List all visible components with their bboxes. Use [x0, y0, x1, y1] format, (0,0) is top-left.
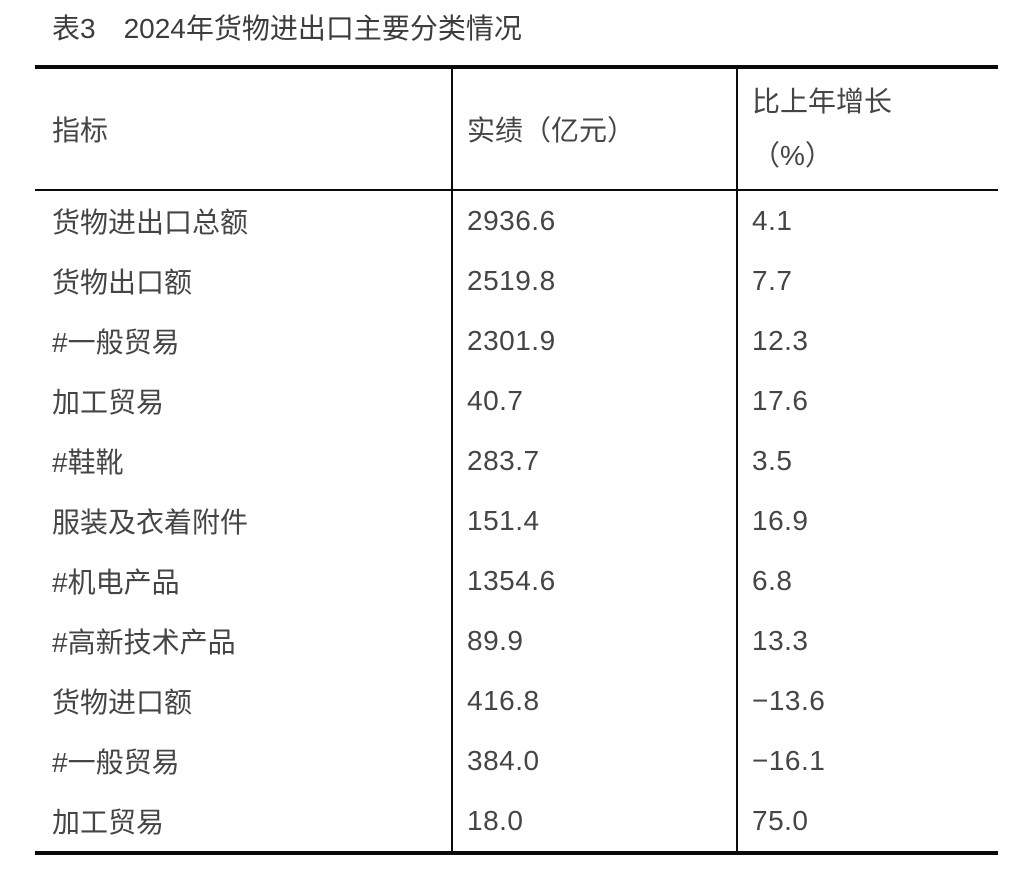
table-row: #一般贸易 384.0 −16.1: [35, 731, 998, 791]
value-cell: 283.7: [452, 431, 738, 491]
growth-cell: 4.1: [752, 205, 793, 236]
indicator-cell: 加工贸易: [35, 791, 453, 853]
indicator-cell: #鞋靴: [35, 431, 453, 491]
indicator-cell: #高新技术产品: [35, 611, 453, 671]
value-cell: 18.0: [452, 791, 738, 853]
growth-cell: 75.0: [752, 805, 809, 836]
value-cell: 416.8: [452, 671, 738, 731]
growth-cell: −16.1: [752, 745, 826, 776]
header-row: 指标 实绩（亿元） 比上年增长 （%）: [35, 67, 998, 191]
indicator-cell: #一般贸易: [35, 731, 453, 791]
value-cell: 2936.6: [452, 190, 738, 251]
table-row: 货物进口额 416.8 −13.6: [35, 671, 998, 731]
value-cell: 151.4: [452, 491, 738, 551]
value-cell: 1354.6: [452, 551, 738, 611]
value-cell: 2301.9: [452, 311, 738, 371]
value-cell: 2519.8: [452, 251, 738, 311]
growth-cell: 17.6: [752, 385, 809, 416]
indicator-cell: 货物进口额: [35, 671, 453, 731]
table-row: 货物出口额 2519.8 7.7: [35, 251, 998, 311]
growth-cell: 3.5: [752, 445, 793, 476]
growth-cell: 12.3: [752, 325, 809, 356]
table-row: 货物进出口总额 2936.6 4.1: [35, 190, 998, 251]
indicator-cell: #一般贸易: [35, 311, 453, 371]
indicator-cell: 货物出口额: [35, 251, 453, 311]
table-row: 加工贸易 40.7 17.6: [35, 371, 998, 431]
table-row: #鞋靴 283.7 3.5: [35, 431, 998, 491]
growth-cell: 16.9: [752, 505, 809, 536]
growth-cell: 6.8: [752, 565, 793, 596]
trade-classification-table: 指标 实绩（亿元） 比上年增长 （%） 货物进出口总额 2936.6 4.1 货…: [35, 65, 998, 855]
growth-cell: 13.3: [752, 625, 809, 656]
value-cell: 89.9: [452, 611, 738, 671]
column-header-growth-line2: （%）: [752, 140, 833, 171]
table-row: #机电产品 1354.6 6.8: [35, 551, 998, 611]
table-row: 服装及衣着附件 151.4 16.9: [35, 491, 998, 551]
column-header-growth-line1: 比上年增长: [752, 86, 893, 117]
table-row: #一般贸易 2301.9 12.3: [35, 311, 998, 371]
table-header: 指标 实绩（亿元） 比上年增长 （%）: [35, 67, 998, 191]
indicator-cell: 服装及衣着附件: [35, 491, 453, 551]
indicator-cell: #机电产品: [35, 551, 453, 611]
column-header-value: 实绩（亿元）: [452, 67, 738, 191]
indicator-cell: 加工贸易: [35, 371, 453, 431]
table-row: 加工贸易 18.0 75.0: [35, 791, 998, 853]
indicator-cell: 货物进出口总额: [35, 190, 453, 251]
table-row: #高新技术产品 89.9 13.3: [35, 611, 998, 671]
column-header-indicator: 指标: [35, 67, 453, 191]
value-cell: 40.7: [452, 371, 738, 431]
value-cell: 384.0: [452, 731, 738, 791]
table-title: 表3 2024年货物进出口主要分类情况: [52, 13, 522, 44]
table-body: 货物进出口总额 2936.6 4.1 货物出口额 2519.8 7.7 #一般贸…: [35, 190, 998, 853]
growth-cell: 7.7: [752, 265, 793, 296]
growth-cell: −13.6: [752, 685, 826, 716]
column-header-growth: 比上年增长 （%）: [737, 67, 998, 191]
